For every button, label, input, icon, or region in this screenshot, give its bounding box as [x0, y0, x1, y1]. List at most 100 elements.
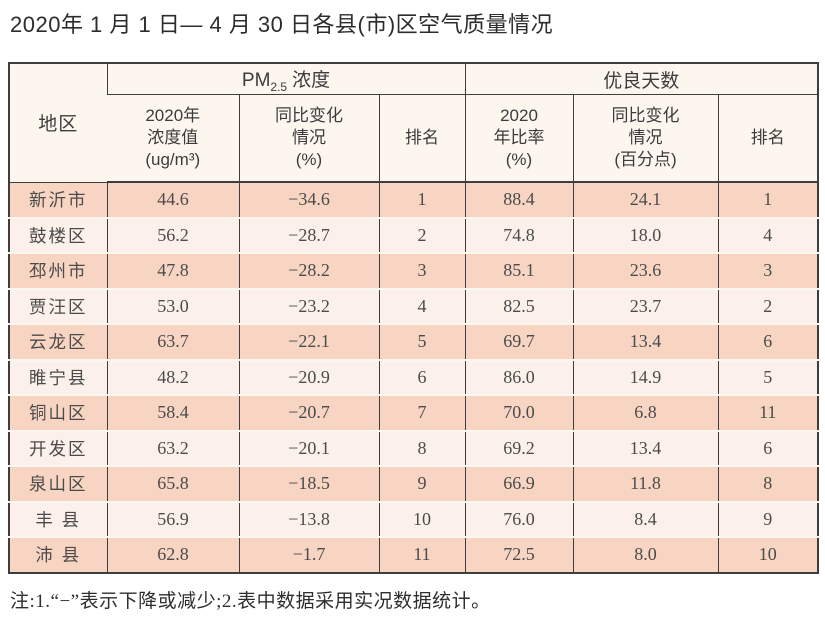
value-cell: 69.7 [464, 324, 573, 360]
value-cell: 53.0 [106, 288, 239, 324]
value-cell: 9 [717, 501, 818, 537]
value-cell: 76.0 [464, 501, 573, 537]
value-cell: 10 [717, 537, 818, 573]
value-cell: 23.6 [572, 253, 718, 289]
region-cell: 鼓楼区 [29, 225, 88, 246]
value-cell: 24.1 [572, 182, 718, 218]
value-cell: 6 [717, 324, 818, 360]
region-cell: 开发区 [29, 438, 88, 459]
value-cell: 72.5 [464, 537, 573, 573]
column-header-pm-change: 同比变化 情况 (%) [238, 94, 379, 183]
value-cell: −20.9 [238, 359, 379, 395]
air-quality-table: 地区 PM2.5 浓度 优良天数 2020年 浓度值 (ug/m³) 同比变化 情… [8, 62, 819, 574]
table-body: 新沂市 44.6 −34.6 1 88.4 24.1 1 鼓楼区 56.2 −28.7 2 74.8 1… [9, 182, 818, 573]
value-cell: 44.6 [106, 182, 239, 218]
pm25-label: PM2.5 浓度 [241, 69, 331, 94]
column-header-concentration: 2020年 浓度值 (ug/m³) [107, 94, 239, 183]
region-cell: 铜山区 [29, 403, 88, 424]
region-cell: 贾汪区 [29, 296, 88, 317]
column-header-pm-rank: 排名 [378, 94, 465, 183]
value-cell: 8.0 [572, 537, 718, 573]
column-header-days-change: 同比变化 情况 (百分点) [572, 94, 718, 183]
value-cell: 2 [717, 288, 818, 324]
region-cell: 睢宁县 [29, 367, 88, 388]
table-header: 地区 PM2.5 浓度 优良天数 2020年 浓度值 (ug/m³) 同比变化 情… [9, 63, 818, 183]
pm25-prefix: PM [241, 69, 271, 91]
column-group-good-days: 优良天数 [464, 63, 818, 95]
value-cell: −28.7 [238, 217, 379, 253]
value-cell: 65.8 [106, 466, 239, 502]
value-cell: 23.7 [572, 288, 718, 324]
value-cell: −20.1 [238, 430, 379, 466]
value-cell: 7 [378, 395, 465, 431]
value-cell: 3 [717, 253, 818, 289]
value-cell: 8.4 [572, 501, 718, 537]
page-title: 2020年 1 月 1 日— 4 月 30 日各县(市)区空气质量情况 [10, 12, 554, 37]
value-cell: 63.2 [106, 430, 239, 466]
value-cell: −28.2 [238, 253, 379, 289]
value-cell: 2 [378, 217, 465, 253]
value-cell: −23.2 [238, 288, 379, 324]
value-cell: 13.4 [572, 324, 718, 360]
value-cell: 9 [378, 466, 465, 502]
value-cell: 13.4 [572, 430, 718, 466]
value-cell: 1 [717, 182, 818, 218]
header-group-row: 地区 PM2.5 浓度 优良天数 [9, 63, 818, 183]
region-cell: 泉山区 [29, 474, 88, 495]
value-cell: 56.9 [106, 501, 239, 537]
table-row: 沛 县 62.8 −1.7 11 72.5 8.0 10 [9, 537, 818, 573]
table-row: 睢宁县 48.2 −20.9 6 86.0 14.9 5 [9, 359, 818, 395]
value-cell: 69.2 [464, 430, 573, 466]
table-row: 鼓楼区 56.2 −28.7 2 74.8 18.0 4 [9, 217, 818, 253]
value-cell: 4 [717, 217, 818, 253]
value-cell: 86.0 [464, 359, 573, 395]
value-cell: 88.4 [464, 182, 573, 218]
region-cell: 丰 县 [35, 509, 82, 530]
value-cell: 6 [378, 359, 465, 395]
table-row: 云龙区 63.7 −22.1 5 69.7 13.4 6 [9, 324, 818, 360]
value-cell: −1.7 [238, 537, 379, 573]
value-cell: −22.1 [238, 324, 379, 360]
table-row: 丰 县 56.9 −13.8 10 76.0 8.4 9 [9, 501, 818, 537]
value-cell: 8 [717, 466, 818, 502]
value-cell: 56.2 [106, 217, 239, 253]
value-cell: −34.6 [238, 182, 379, 218]
table-row: 开发区 63.2 −20.1 8 69.2 13.4 6 [9, 430, 818, 466]
value-cell: 8 [378, 430, 465, 466]
value-cell: 85.1 [464, 253, 573, 289]
value-cell: 48.2 [106, 359, 239, 395]
table-row: 新沂市 44.6 −34.6 1 88.4 24.1 1 [9, 182, 818, 218]
pm25-subscript: 2.5 [270, 79, 288, 94]
value-cell: 11 [378, 537, 465, 573]
value-cell: 74.8 [464, 217, 573, 253]
value-cell: 58.4 [106, 395, 239, 431]
value-cell: 63.7 [106, 324, 239, 360]
column-header-ratio: 2020 年比率 (%) [464, 94, 573, 183]
value-cell: −13.8 [238, 501, 379, 537]
value-cell: 10 [378, 501, 465, 537]
region-cell: 云龙区 [29, 332, 88, 353]
value-cell: 4 [378, 288, 465, 324]
column-group-pm25: PM2.5 浓度 [106, 63, 465, 95]
value-cell: −18.5 [238, 466, 379, 502]
header-sub-row: 2020年 浓度值 (ug/m³) 同比变化 情况 (%) 排名 2020 年比… [9, 94, 818, 183]
value-cell: 5 [717, 359, 818, 395]
pm25-suffix: 浓度 [292, 69, 331, 91]
column-header-region: 地区 [9, 63, 107, 183]
table-row: 泉山区 65.8 −18.5 9 66.9 11.8 8 [9, 466, 818, 502]
table-row: 贾汪区 53.0 −23.2 4 82.5 23.7 2 [9, 288, 818, 324]
footnote: 注:1.“−”表示下降或减少;2.表中数据采用实况数据统计。 [10, 591, 491, 612]
value-cell: 70.0 [464, 395, 573, 431]
region-cell: 邳州市 [29, 261, 88, 282]
value-cell: 62.8 [106, 537, 239, 573]
value-cell: 1 [378, 182, 465, 218]
value-cell: 66.9 [464, 466, 573, 502]
value-cell: 14.9 [572, 359, 718, 395]
value-cell: 3 [378, 253, 465, 289]
value-cell: 82.5 [464, 288, 573, 324]
value-cell: 11.8 [572, 466, 718, 502]
value-cell: 6.8 [572, 395, 718, 431]
value-cell: 47.8 [106, 253, 239, 289]
value-cell: 5 [378, 324, 465, 360]
